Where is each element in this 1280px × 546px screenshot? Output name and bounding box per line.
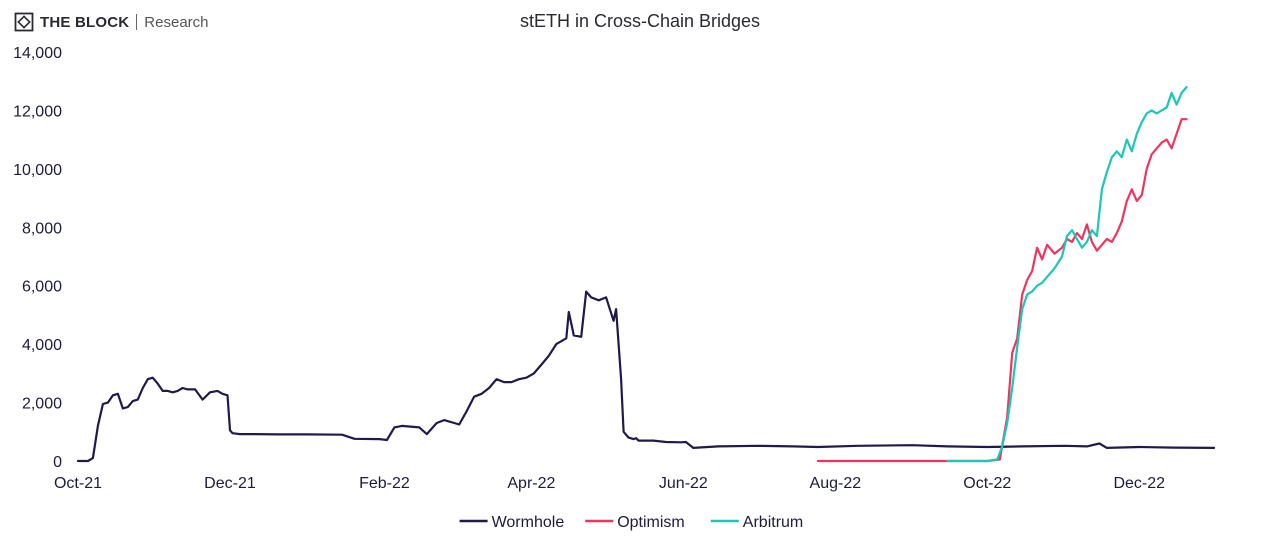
the-block-logo-icon xyxy=(14,12,34,32)
x-tick-label: Dec-22 xyxy=(1113,475,1165,492)
x-tick-label: Dec-21 xyxy=(204,475,256,492)
y-tick-label: 2,000 xyxy=(22,396,62,413)
y-tick-label: 10,000 xyxy=(13,162,62,179)
y-tick-label: 0 xyxy=(53,454,62,471)
legend-label: Optimism xyxy=(617,514,685,531)
series-line-wormhole xyxy=(76,290,1216,463)
y-tick-label: 4,000 xyxy=(22,337,62,354)
x-tick-label: Jun-22 xyxy=(659,475,708,492)
x-tick-label: Aug-22 xyxy=(810,475,862,492)
y-tick-label: 12,000 xyxy=(13,103,62,120)
y-tick-label: 8,000 xyxy=(22,220,62,237)
chart-title: stETH in Cross-Chain Bridges xyxy=(519,11,761,31)
x-tick-label: Oct-21 xyxy=(54,475,102,492)
brand-subtitle: Research xyxy=(144,13,209,31)
y-tick-label: 14,000 xyxy=(13,45,62,62)
series-line-arbitrum xyxy=(946,85,1188,463)
series-line-optimism xyxy=(816,118,1188,463)
x-tick-label: Oct-22 xyxy=(963,475,1011,492)
legend-label: Arbitrum xyxy=(743,514,803,531)
x-tick-label: Apr-22 xyxy=(507,475,555,492)
legend-label: Wormhole xyxy=(492,514,565,531)
brand-logo: THE BLOCK Research xyxy=(14,10,209,34)
brand-name: THE BLOCK xyxy=(40,13,130,31)
x-tick-label: Feb-22 xyxy=(359,475,410,492)
brand-divider xyxy=(136,14,138,30)
y-tick-label: 6,000 xyxy=(22,279,62,296)
